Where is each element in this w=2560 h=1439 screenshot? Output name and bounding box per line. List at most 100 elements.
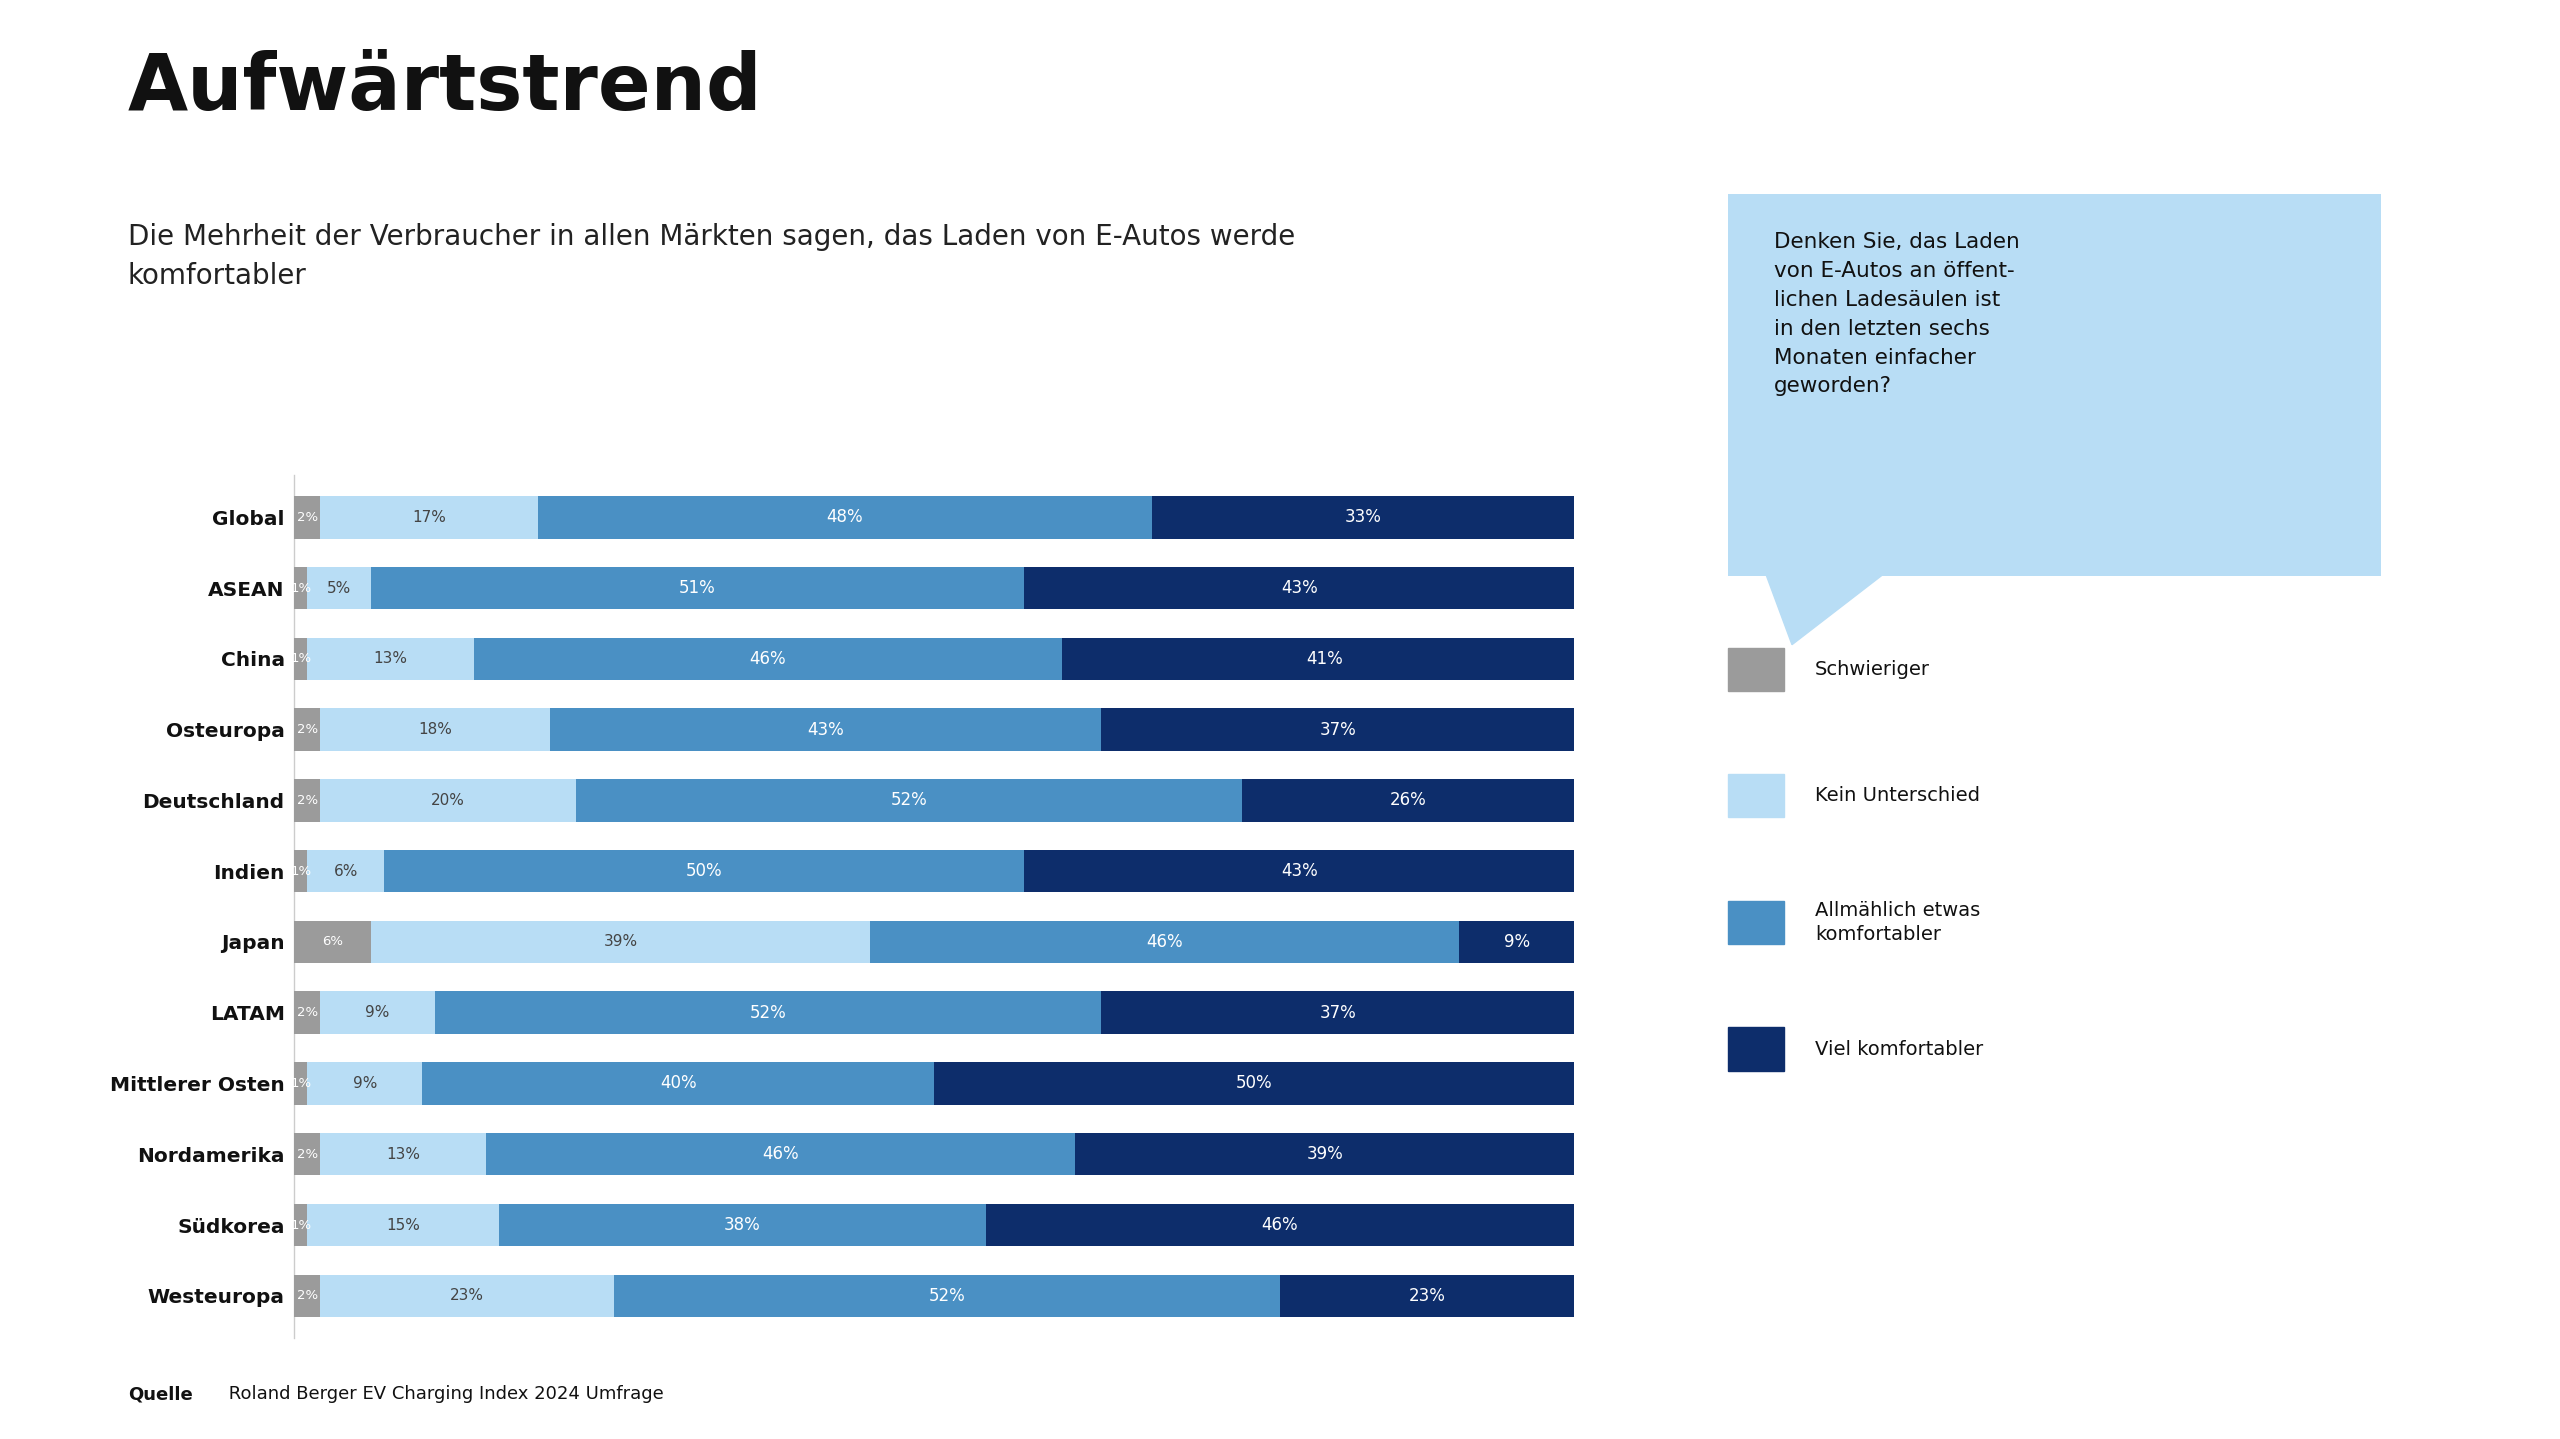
Text: 5%: 5% [328, 580, 351, 596]
Bar [307, 850, 384, 892]
Text: 9%: 9% [1503, 932, 1531, 951]
Bar [294, 1204, 307, 1246]
Bar [294, 921, 371, 963]
Bar [474, 637, 1062, 681]
Text: 20%: 20% [430, 793, 466, 807]
Text: 26%: 26% [1390, 791, 1426, 809]
Bar [294, 778, 320, 822]
Text: Denken Sie, das Laden
von E-Autos an öffent-
lichen Ladesäulen ist
in den letzte: Denken Sie, das Laden von E-Autos an öff… [1774, 232, 2020, 396]
Bar [320, 778, 576, 822]
Text: 37%: 37% [1318, 721, 1357, 738]
Bar [1152, 496, 1574, 538]
Text: 13%: 13% [374, 652, 407, 666]
Bar [307, 567, 371, 609]
Bar [1101, 708, 1574, 751]
Text: Die Mehrheit der Verbraucher in allen Märkten sagen, das Laden von E-Autos werde: Die Mehrheit der Verbraucher in allen Mä… [128, 223, 1295, 291]
Bar [320, 708, 550, 751]
Text: 43%: 43% [1280, 578, 1318, 597]
Bar [550, 708, 1101, 751]
Bar [320, 1132, 486, 1176]
Bar [1024, 850, 1574, 892]
Text: 9%: 9% [353, 1076, 376, 1091]
Bar [294, 496, 320, 538]
Text: Quelle: Quelle [128, 1384, 192, 1403]
Bar [307, 637, 474, 681]
Text: Kein Unterschied: Kein Unterschied [1815, 786, 1979, 806]
Bar [294, 991, 320, 1035]
Bar [1101, 991, 1574, 1035]
Text: 33%: 33% [1344, 508, 1382, 527]
Text: 2%: 2% [297, 794, 317, 807]
Text: 6%: 6% [323, 935, 343, 948]
Bar [320, 1275, 614, 1317]
Bar [1024, 567, 1574, 609]
Bar [294, 1132, 320, 1176]
Bar [294, 850, 307, 892]
Bar [1459, 921, 1574, 963]
Text: 52%: 52% [929, 1286, 965, 1305]
Text: 23%: 23% [1408, 1286, 1446, 1305]
Bar [384, 850, 1024, 892]
Text: 9%: 9% [366, 1006, 389, 1020]
Bar [371, 921, 870, 963]
Text: 1%: 1% [289, 1076, 312, 1089]
Text: 40%: 40% [660, 1075, 696, 1092]
Text: 2%: 2% [297, 511, 317, 524]
Text: Allmählich etwas
komfortabler: Allmählich etwas komfortabler [1815, 901, 1981, 944]
Text: 23%: 23% [451, 1288, 484, 1304]
Bar [320, 496, 538, 538]
Text: 46%: 46% [763, 1145, 799, 1163]
Text: 52%: 52% [750, 1004, 786, 1022]
Bar [371, 567, 1024, 609]
Text: 18%: 18% [417, 722, 453, 737]
Text: 15%: 15% [387, 1217, 420, 1233]
Bar [538, 496, 1152, 538]
Text: 46%: 46% [1147, 932, 1183, 951]
Bar [422, 1062, 934, 1105]
Bar [576, 778, 1242, 822]
Text: 39%: 39% [1306, 1145, 1344, 1163]
Bar [307, 1062, 422, 1105]
Text: 48%: 48% [827, 508, 863, 527]
Text: 1%: 1% [289, 652, 312, 665]
Bar [1280, 1275, 1574, 1317]
Text: 43%: 43% [1280, 862, 1318, 881]
Text: 2%: 2% [297, 1006, 317, 1019]
Bar [486, 1132, 1075, 1176]
Text: 41%: 41% [1306, 650, 1344, 668]
Text: 6%: 6% [333, 863, 358, 879]
Bar [1242, 778, 1574, 822]
Text: Viel komfortabler: Viel komfortabler [1815, 1039, 1984, 1059]
Text: 51%: 51% [678, 578, 717, 597]
Text: 43%: 43% [806, 721, 845, 738]
Bar [934, 1062, 1574, 1105]
Text: 1%: 1% [289, 581, 312, 594]
Bar [294, 637, 307, 681]
Bar [320, 991, 435, 1035]
Bar [294, 708, 320, 751]
Bar [435, 991, 1101, 1035]
Text: 50%: 50% [686, 862, 722, 881]
Text: 52%: 52% [891, 791, 927, 809]
Text: 1%: 1% [289, 865, 312, 878]
Bar [307, 1204, 499, 1246]
Bar [294, 567, 307, 609]
Bar [870, 921, 1459, 963]
Bar [1062, 637, 1587, 681]
Text: 39%: 39% [604, 934, 637, 950]
Text: 2%: 2% [297, 1289, 317, 1302]
Bar [986, 1204, 1574, 1246]
Text: 17%: 17% [412, 509, 445, 525]
Text: 46%: 46% [1262, 1216, 1298, 1235]
Text: 13%: 13% [387, 1147, 420, 1161]
Text: 37%: 37% [1318, 1004, 1357, 1022]
Text: 46%: 46% [750, 650, 786, 668]
Bar [614, 1275, 1280, 1317]
Text: 38%: 38% [724, 1216, 760, 1235]
Bar [294, 1275, 320, 1317]
Text: 2%: 2% [297, 724, 317, 737]
Bar [1075, 1132, 1574, 1176]
Text: 1%: 1% [289, 1219, 312, 1232]
Text: Roland Berger EV Charging Index 2024 Umfrage: Roland Berger EV Charging Index 2024 Umf… [223, 1384, 663, 1403]
Bar [294, 1062, 307, 1105]
